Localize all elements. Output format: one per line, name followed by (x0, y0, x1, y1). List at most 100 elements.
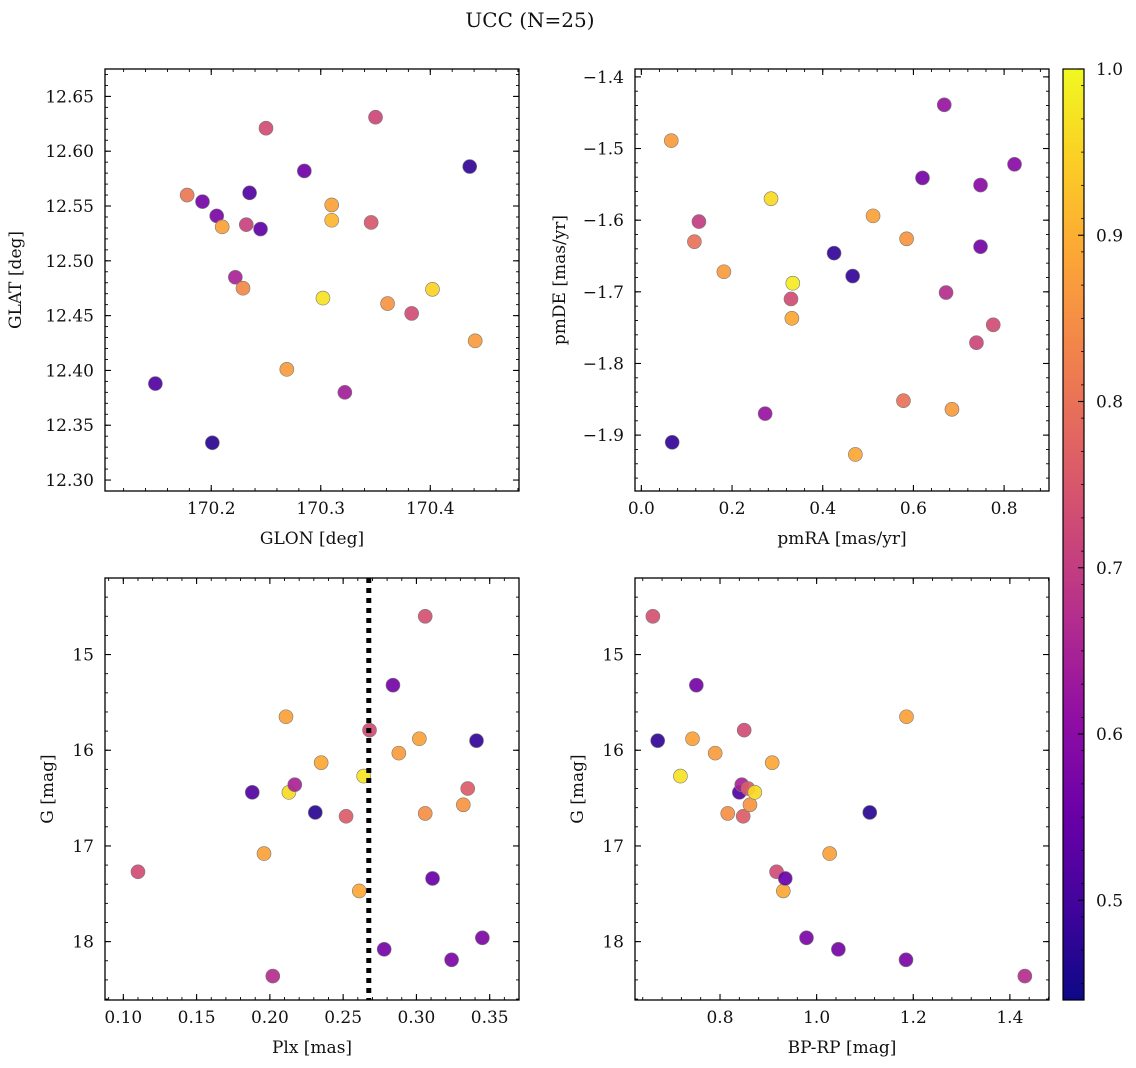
data-point (673, 768, 688, 784)
y-tick-label: 12.55 (45, 197, 94, 217)
data-point (253, 221, 268, 237)
data-point (287, 777, 303, 792)
data-point (898, 952, 914, 968)
y-tick-label: 15 (72, 646, 94, 666)
data-point (444, 952, 459, 968)
data-point (785, 275, 801, 291)
data-point (351, 883, 367, 899)
panels: 170.2 170.3 170.412.3012.3512.4012.4512.50… (6, 68, 1050, 1058)
x-tick-label: 1.0 (803, 1008, 830, 1028)
y-axis-label: G [mag] (568, 754, 588, 823)
y-tick-label: −1.9 (583, 426, 624, 446)
x-tick-label: 0.20 (251, 1008, 289, 1028)
x-tick-label: 0.30 (397, 1008, 435, 1028)
panel-4: 0.8 1.0 1.2 1.4 15 16 17 18 BP-RP [mag] G [mag] (568, 577, 1050, 1058)
data-point (363, 215, 379, 230)
colorbar-tick-label: 0.9 (1096, 226, 1123, 246)
y-tick-label: 16 (72, 741, 94, 761)
data-point (214, 219, 230, 235)
y-tick-label: −1.7 (583, 283, 624, 303)
y-tick-label: 17 (602, 837, 624, 857)
y-tick-label: 17 (72, 837, 94, 857)
data-point (865, 208, 881, 224)
colorbar-tick-label: 0.5 (1096, 891, 1123, 911)
data-point (313, 755, 329, 770)
data-point (338, 808, 354, 824)
y-tick-label: −1.6 (583, 211, 624, 231)
y-axis-label: pmDE [mas/yr] (550, 215, 570, 345)
data-point (376, 941, 392, 957)
data-point (1017, 968, 1033, 984)
data-point (385, 677, 401, 693)
y-tick-label: 12.40 (45, 361, 94, 381)
y-tick-label: 16 (602, 741, 624, 761)
data-point (776, 883, 791, 899)
data-point (845, 268, 860, 284)
data-point (747, 785, 763, 800)
data-point (896, 393, 911, 409)
data-point (425, 871, 440, 886)
data-point (973, 239, 988, 254)
data-point (380, 296, 395, 311)
data-point (307, 805, 323, 820)
x-tick-label: 170.3 (296, 499, 345, 519)
x-tick-label: 0.25 (324, 1008, 362, 1028)
data-point (324, 212, 340, 228)
data-point (848, 447, 863, 462)
y-tick-label: 12.30 (45, 471, 94, 491)
data-point (831, 941, 846, 957)
x-tick-label: 0.10 (104, 1008, 142, 1028)
data-point (148, 376, 163, 391)
plot-frame (634, 577, 1050, 1001)
x-tick-label: 0.6 (900, 499, 927, 519)
data-point (650, 733, 666, 748)
data-point (265, 968, 281, 984)
data-point (899, 231, 914, 247)
x-tick-label: 170.4 (406, 499, 455, 519)
x-tick-label: 0.8 (991, 499, 1018, 519)
data-point (242, 185, 257, 201)
data-point (985, 317, 1001, 333)
data-point (822, 846, 837, 861)
y-tick-label: −1.5 (583, 140, 624, 160)
data-point (417, 608, 433, 624)
data-point (735, 808, 751, 824)
plot-frame (104, 577, 520, 1001)
x-tick-label: 1.4 (996, 1008, 1023, 1028)
y-axis-label: GLAT [deg] (6, 231, 26, 329)
data-point (973, 177, 988, 193)
x-axis-label: GLON [deg] (260, 529, 364, 549)
x-axis-label: BP-RP [mag] (788, 1038, 897, 1058)
data-point (687, 234, 702, 249)
data-point (936, 97, 952, 113)
data-point (736, 722, 752, 738)
y-axis-label: G [mag] (38, 754, 58, 823)
y-tick-label: 12.60 (45, 142, 94, 162)
data-point (645, 608, 661, 624)
data-point (899, 709, 914, 725)
y-tick-label: 12.35 (45, 416, 94, 436)
y-tick-label: 12.65 (45, 87, 94, 107)
plot-frame (104, 68, 520, 492)
data-point (256, 846, 272, 861)
data-point (228, 269, 243, 285)
data-point (742, 797, 758, 813)
y-tick-label: 12.50 (45, 252, 94, 272)
data-point (664, 434, 680, 450)
data-point (456, 797, 471, 813)
data-point (368, 109, 383, 125)
data-point (179, 187, 195, 203)
data-point (337, 385, 353, 400)
data-point (475, 930, 490, 946)
panel-1: 170.2 170.3 170.4 12.30 12.35 12.40 12.45 12.50… (6, 68, 520, 549)
data-point (685, 731, 700, 747)
data-point (244, 785, 260, 800)
data-point (799, 930, 814, 946)
x-tick-label: 0.0 (628, 499, 655, 519)
data-point (707, 745, 723, 761)
plot-frame (634, 68, 1050, 492)
data-point (238, 217, 254, 232)
y-tick-label: 15 (602, 646, 624, 666)
data-point (757, 406, 773, 421)
